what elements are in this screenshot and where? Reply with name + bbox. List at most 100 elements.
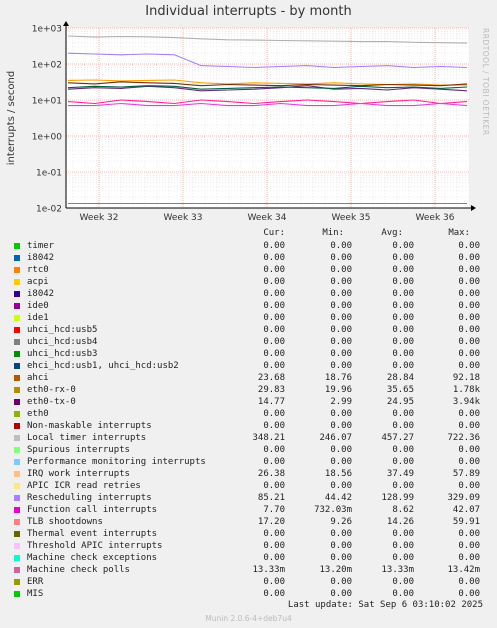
legend-value-min: 0.00 (330, 457, 352, 467)
legend-value-min: 9.26 (330, 517, 352, 527)
legend-swatch (14, 255, 20, 261)
legend-row: Performance monitoring interrupts 0.00 0.0… (0, 456, 497, 468)
legend-value-min: 44.42 (324, 493, 352, 503)
legend-value-cur: 85.21 (257, 493, 285, 503)
legend-value-cur: 0.00 (263, 253, 285, 263)
legend-value-min: 246.07 (319, 433, 352, 443)
legend-swatch (14, 471, 20, 477)
x-tick-label: Week 36 (416, 213, 455, 223)
legend-series-name: Performance monitoring interrupts (27, 457, 206, 467)
legend-value-avg: 0.00 (392, 241, 414, 251)
legend-value-cur: 17.20 (257, 517, 285, 527)
legend-value-cur: 23.68 (257, 373, 285, 383)
series-line-rescheduling-interrupts (67, 52, 468, 69)
x-tick-label: Week 34 (248, 213, 287, 223)
legend-value-min: 0.00 (330, 589, 352, 599)
legend-swatch (14, 303, 20, 309)
legend-swatch (14, 543, 20, 549)
legend-value-avg: 0.00 (392, 277, 414, 287)
rrdtool-credit: RRDTOOL / TOBI OETIKER (481, 28, 490, 136)
legend-value-cur: 0.00 (263, 577, 285, 587)
legend-value-min: 0.00 (330, 553, 352, 563)
legend-row: ehci_hcd:usb1, uhci_hcd:usb2 0.00 0.00 0.00… (0, 360, 497, 372)
legend-value-min: 18.76 (324, 373, 352, 383)
legend-series-name: MIS (27, 589, 44, 599)
legend-value-max: 0.00 (458, 481, 480, 491)
legend-value-avg: 37.49 (386, 469, 414, 479)
legend-series-name: uhci_hcd:usb4 (27, 337, 98, 347)
legend-series-name: timer (27, 241, 55, 251)
legend-swatch (14, 291, 20, 297)
x-tick-label: Week 35 (332, 213, 371, 223)
legend-value-min: 0.00 (330, 277, 352, 287)
legend-row: eth0 0.00 0.00 0.00 0.00 (0, 408, 497, 420)
legend-swatch (14, 351, 20, 357)
legend-header-avg: Avg: (381, 228, 403, 238)
legend-series-name: i8042 (27, 253, 55, 263)
legend-swatch (14, 519, 20, 525)
x-tick-label: Week 33 (164, 213, 203, 223)
legend-value-max: 0.00 (458, 541, 480, 551)
legend-value-avg: 0.00 (392, 577, 414, 587)
legend-swatch (14, 411, 20, 417)
legend-series-name: Machine check exceptions (27, 553, 158, 563)
legend-row: Local timer interrupts 348.21 246.07 457.27… (0, 432, 497, 444)
legend-row: Spurious interrupts 0.00 0.00 0.00 0.00 (0, 444, 497, 456)
legend-value-cur: 0.00 (263, 445, 285, 455)
legend-value-min: 19.96 (324, 385, 352, 395)
legend-swatch (14, 483, 20, 489)
legend-value-min: 0.00 (330, 265, 352, 275)
legend-value-min: 0.00 (330, 361, 352, 371)
series-line-function-call-interrupts (68, 102, 468, 107)
legend-series-name: eth0-rx-0 (27, 385, 76, 395)
legend-value-avg: 0.00 (392, 301, 414, 311)
legend-value-min: 0.00 (330, 337, 352, 347)
legend-value-avg: 0.00 (392, 289, 414, 299)
legend-value-cur: 29.83 (257, 385, 285, 395)
last-update: Last update: Sat Sep 6 03:10:02 2025 (287, 600, 483, 610)
legend-value-cur: 0.00 (263, 265, 285, 275)
legend-value-cur: 7.70 (263, 505, 285, 515)
legend-value-min: 18.56 (324, 469, 352, 479)
y-tick-label: 1e+00 (32, 133, 63, 143)
legend-value-min: 0.00 (330, 325, 352, 335)
legend-series-name: acpi (27, 277, 49, 287)
legend-row: Function call interrupts 7.70 732.03m 8.62 4… (0, 504, 497, 516)
y-axis-label: interrupts / second (6, 71, 17, 165)
legend-value-avg: 0.00 (392, 541, 414, 551)
legend-swatch (14, 399, 20, 405)
legend-swatch (14, 375, 20, 381)
legend-value-avg: 0.00 (392, 445, 414, 455)
legend-value-max: 0.00 (458, 445, 480, 455)
legend-header-cur: Cur: (263, 228, 285, 238)
legend-swatch (14, 279, 20, 285)
legend-value-max: 0.00 (458, 553, 480, 563)
x-axis-arrow (471, 205, 476, 211)
legend-value-max: 0.00 (458, 265, 480, 275)
legend-value-max: 0.00 (458, 337, 480, 347)
legend-value-min: 0.00 (330, 313, 352, 323)
legend-row: Non-maskable interrupts 0.00 0.00 0.00 0.00 (0, 420, 497, 432)
legend-value-avg: 0.00 (392, 361, 414, 371)
legend-row: Machine check polls 13.33m 13.20m 13.33m 13.… (0, 564, 497, 576)
legend-series-name: TLB shootdowns (27, 517, 103, 527)
munin-version-footer: Munin 2.0.6-4+deb7u4 (205, 614, 292, 623)
chart-title: Individual interrupts - by month (145, 4, 352, 19)
series-line-irq-work-interrupts (67, 79, 467, 86)
legend-value-max: 0.00 (458, 409, 480, 419)
legend-value-cur: 0.00 (263, 301, 285, 311)
legend-series-name: uhci_hcd:usb5 (27, 325, 98, 335)
legend-value-max: 42.07 (452, 505, 480, 515)
legend-value-max: 0.00 (458, 313, 480, 323)
legend-swatch (14, 507, 20, 513)
legend-value-min: 0.00 (330, 541, 352, 551)
legend-row: rtc0 0.00 0.00 0.00 0.00 (0, 264, 497, 276)
y-tick-label: 1e-02 (36, 205, 62, 215)
legend-value-max: 13.42m (447, 565, 480, 575)
legend-row: acpi 0.00 0.00 0.00 0.00 (0, 276, 497, 288)
legend-value-cur: 0.00 (263, 457, 285, 467)
series-line-eth0-tx-0 (67, 85, 468, 92)
legend-swatch (14, 447, 20, 453)
legend-value-cur: 0.00 (263, 409, 285, 419)
legend-value-min: 0.00 (330, 529, 352, 539)
